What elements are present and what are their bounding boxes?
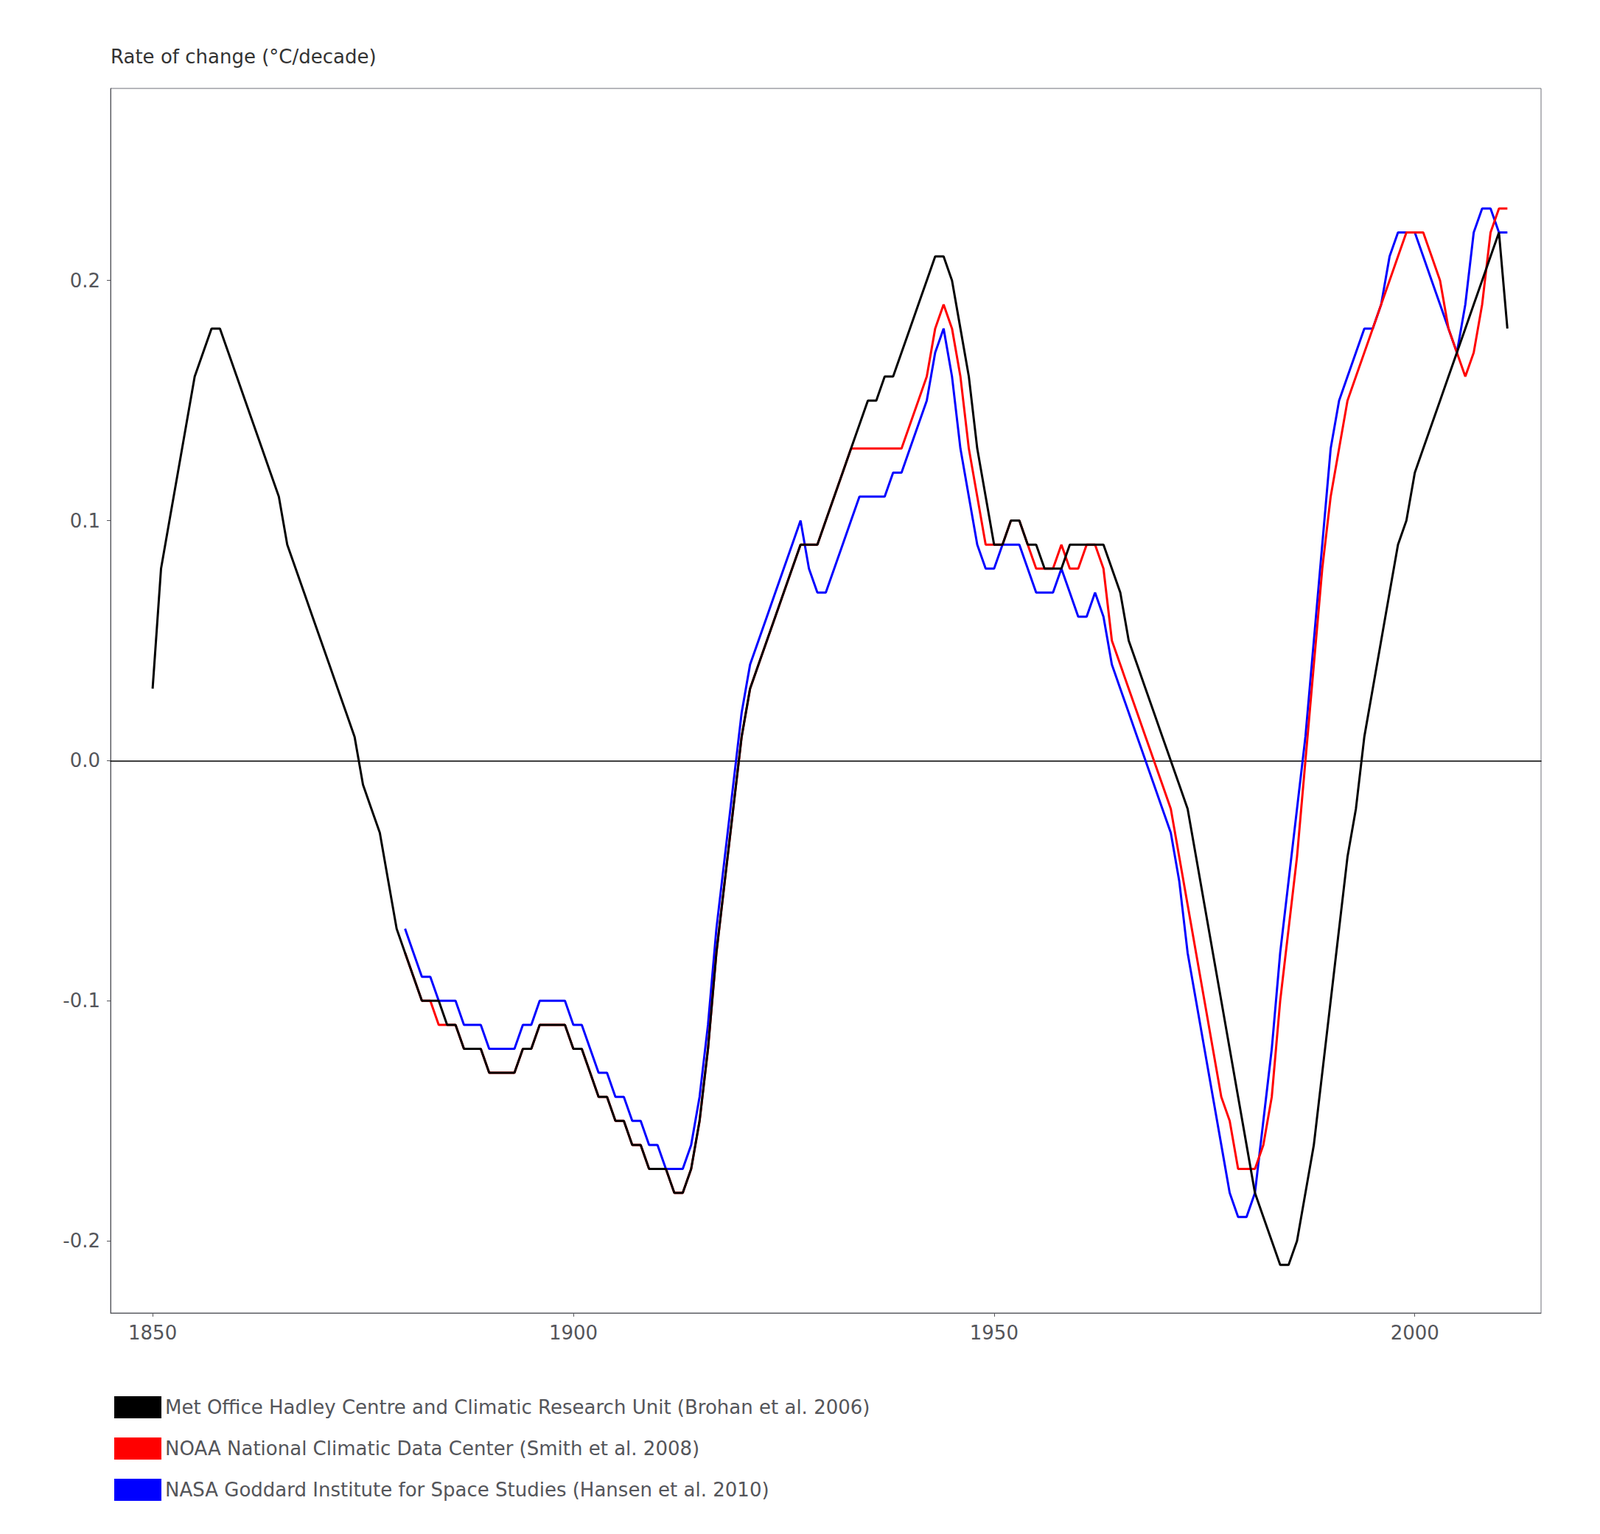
svg-text:Rate of change (°C/decade): Rate of change (°C/decade) xyxy=(110,45,377,68)
svg-text:-0.1: -0.1 xyxy=(62,989,101,1012)
svg-text:-0.2: -0.2 xyxy=(62,1230,101,1253)
svg-text:0.1: 0.1 xyxy=(70,509,101,533)
svg-text:NASA Goddard Institute for Spa: NASA Goddard Institute for Space Studies… xyxy=(165,1479,770,1502)
svg-text:1850: 1850 xyxy=(128,1322,177,1345)
svg-text:Met Office Hadley Centre and C: Met Office Hadley Centre and Climatic Re… xyxy=(165,1396,870,1419)
svg-text:0.0: 0.0 xyxy=(70,749,101,772)
svg-text:1900: 1900 xyxy=(549,1322,598,1345)
svg-text:1950: 1950 xyxy=(969,1322,1019,1345)
svg-text:0.2: 0.2 xyxy=(70,269,101,292)
svg-text:2000: 2000 xyxy=(1390,1322,1440,1345)
svg-text:NOAA National Climatic Data Ce: NOAA National Climatic Data Center (Smit… xyxy=(165,1437,700,1460)
